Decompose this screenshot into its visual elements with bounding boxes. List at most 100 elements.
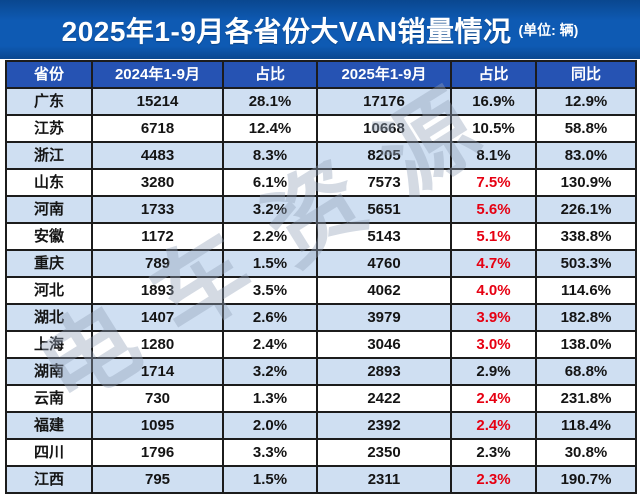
yoy-cell: 138.0% — [535, 330, 637, 359]
table-row: 广东 15214 28.1% 17176 16.9% 12.9% — [5, 87, 637, 116]
yoy-cell: 83.0% — [535, 141, 637, 170]
sales-2025-cell: 3046 — [316, 330, 452, 359]
sales-2025-cell: 5143 — [316, 222, 452, 251]
sales-2024-cell: 1796 — [91, 438, 224, 467]
share-2024-cell: 3.3% — [222, 438, 318, 467]
share-2025-cell: 2.9% — [450, 357, 537, 386]
sales-2024-cell: 3280 — [91, 168, 224, 197]
sales-2025-cell: 7573 — [316, 168, 452, 197]
share-2024-cell: 6.1% — [222, 168, 318, 197]
table-body: 广东 15214 28.1% 17176 16.9% 12.9% 江苏 6718 12.4% 10… — [5, 87, 637, 494]
sales-2024-cell: 15214 — [91, 87, 224, 116]
share-2025-cell: 4.7% — [450, 249, 537, 278]
province-cell: 上海 — [5, 330, 93, 359]
yoy-cell: 12.9% — [535, 87, 637, 116]
yoy-cell: 58.8% — [535, 114, 637, 143]
province-cell: 重庆 — [5, 249, 93, 278]
sales-2025-cell: 4062 — [316, 276, 452, 305]
province-cell: 浙江 — [5, 141, 93, 170]
sales-2025-cell: 4760 — [316, 249, 452, 278]
yoy-cell: 130.9% — [535, 168, 637, 197]
share-2025-cell: 7.5% — [450, 168, 537, 197]
table-row: 湖北 1407 2.6% 3979 3.9% 182.8% — [5, 303, 637, 332]
share-2024-cell: 2.2% — [222, 222, 318, 251]
yoy-cell: 338.8% — [535, 222, 637, 251]
share-2024-cell: 12.4% — [222, 114, 318, 143]
share-2025-cell: 2.3% — [450, 438, 537, 467]
column-header: 2025年1-9月 — [316, 60, 452, 89]
table-header-row: 省份 2024年1-9月 占比 2025年1-9月 占比 同比 — [5, 60, 637, 89]
column-header: 占比 — [222, 60, 318, 89]
yoy-cell: 114.6% — [535, 276, 637, 305]
table-row: 福建 1095 2.0% 2392 2.4% 118.4% — [5, 411, 637, 440]
share-2025-cell: 5.1% — [450, 222, 537, 251]
sales-2024-cell: 730 — [91, 384, 224, 413]
province-cell: 安徽 — [5, 222, 93, 251]
sales-2024-cell: 789 — [91, 249, 224, 278]
province-cell: 湖北 — [5, 303, 93, 332]
share-2024-cell: 1.5% — [222, 249, 318, 278]
sales-2024-cell: 1280 — [91, 330, 224, 359]
share-2025-cell: 8.1% — [450, 141, 537, 170]
share-2024-cell: 3.5% — [222, 276, 318, 305]
column-header: 占比 — [450, 60, 537, 89]
province-cell: 河北 — [5, 276, 93, 305]
page-title: 2025年1-9月各省份大VAN销量情况 — [61, 15, 512, 47]
share-2024-cell: 8.3% — [222, 141, 318, 170]
sales-2025-cell: 2350 — [316, 438, 452, 467]
share-2025-cell: 3.0% — [450, 330, 537, 359]
sales-2024-cell: 6718 — [91, 114, 224, 143]
share-2024-cell: 28.1% — [222, 87, 318, 116]
yoy-cell: 68.8% — [535, 357, 637, 386]
sales-2024-cell: 1893 — [91, 276, 224, 305]
share-2025-cell: 4.0% — [450, 276, 537, 305]
yoy-cell: 231.8% — [535, 384, 637, 413]
column-header: 2024年1-9月 — [91, 60, 224, 89]
table-row: 重庆 789 1.5% 4760 4.7% 503.3% — [5, 249, 637, 278]
sales-2025-cell: 17176 — [316, 87, 452, 116]
province-cell: 广东 — [5, 87, 93, 116]
sales-2025-cell: 8205 — [316, 141, 452, 170]
sales-2024-cell: 1733 — [91, 195, 224, 224]
share-2025-cell: 2.4% — [450, 384, 537, 413]
sales-2024-cell: 1095 — [91, 411, 224, 440]
sales-2025-cell: 2392 — [316, 411, 452, 440]
table-row: 河北 1893 3.5% 4062 4.0% 114.6% — [5, 276, 637, 305]
share-2024-cell: 3.2% — [222, 357, 318, 386]
province-cell: 江苏 — [5, 114, 93, 143]
province-cell: 云南 — [5, 384, 93, 413]
yoy-cell: 182.8% — [535, 303, 637, 332]
sales-2024-cell: 1714 — [91, 357, 224, 386]
table-row: 云南 730 1.3% 2422 2.4% 231.8% — [5, 384, 637, 413]
sales-2025-cell: 10668 — [316, 114, 452, 143]
share-2024-cell: 2.0% — [222, 411, 318, 440]
table-row: 四川 1796 3.3% 2350 2.3% 30.8% — [5, 438, 637, 467]
share-2025-cell: 3.9% — [450, 303, 537, 332]
province-cell: 四川 — [5, 438, 93, 467]
table-row: 山东 3280 6.1% 7573 7.5% 130.9% — [5, 168, 637, 197]
title-bar: 2025年1-9月各省份大VAN销量情况 (单位: 辆) — [0, 0, 640, 59]
table-row: 湖南 1714 3.2% 2893 2.9% 68.8% — [5, 357, 637, 386]
share-2025-cell: 10.5% — [450, 114, 537, 143]
sales-2025-cell: 2893 — [316, 357, 452, 386]
yoy-cell: 503.3% — [535, 249, 637, 278]
sales-2024-cell: 1172 — [91, 222, 224, 251]
share-2024-cell: 1.3% — [222, 384, 318, 413]
column-header: 省份 — [5, 60, 93, 89]
share-2025-cell: 2.4% — [450, 411, 537, 440]
sales-2024-cell: 4483 — [91, 141, 224, 170]
share-2025-cell: 5.6% — [450, 195, 537, 224]
sales-2025-cell: 2422 — [316, 384, 452, 413]
share-2024-cell: 3.2% — [222, 195, 318, 224]
table-row: 江苏 6718 12.4% 10668 10.5% 58.8% — [5, 114, 637, 143]
share-2024-cell: 2.4% — [222, 330, 318, 359]
table-row: 浙江 4483 8.3% 8205 8.1% 83.0% — [5, 141, 637, 170]
sales-2025-cell: 3979 — [316, 303, 452, 332]
yoy-cell: 118.4% — [535, 411, 637, 440]
van-sales-table: 省份 2024年1-9月 占比 2025年1-9月 占比 同比 广东 15214 28.1% 1… — [5, 60, 637, 494]
sales-2024-cell: 1407 — [91, 303, 224, 332]
table-row: 上海 1280 2.4% 3046 3.0% 138.0% — [5, 330, 637, 359]
share-2025-cell: 16.9% — [450, 87, 537, 116]
province-cell: 湖南 — [5, 357, 93, 386]
share-2024-cell: 2.6% — [222, 303, 318, 332]
